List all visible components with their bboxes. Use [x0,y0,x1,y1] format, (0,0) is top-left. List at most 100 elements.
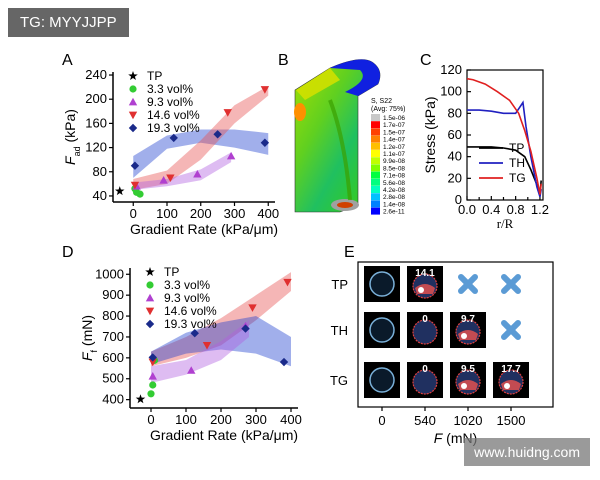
legend-label-0: TP [509,141,524,155]
col-label: 1500 [497,413,526,428]
x-tick-label: 100 [175,412,197,427]
source-badge: TG: MYYJJPP [8,8,129,37]
data-point-3 [248,304,257,312]
y-tick-label: 200 [85,91,107,106]
legend-marker-1 [146,281,154,289]
x-tick-label: 0.8 [507,202,525,217]
data-point-2 [193,169,202,178]
data-point-4 [190,328,199,338]
legend-value: 4.2e-08 [383,187,405,194]
confidence-band-2 [151,320,249,383]
y-tick-label: 1000 [95,266,124,281]
x-tick-label: 400 [280,412,302,427]
watermark-footer: www.huidng.com [464,438,590,466]
data-point-3 [148,358,157,367]
legend-value: 7.1e-08 [383,173,405,180]
fem-legend-title: S, S22 [371,98,392,105]
panel-letter-d: D [62,244,74,261]
y-tick-label: 900 [102,287,124,302]
data-point-4 [148,353,157,362]
y-tick-label: 120 [85,140,107,155]
legend-value: 5.6e-08 [383,180,405,187]
x-tick-label: 1.2 [531,202,549,217]
y-tick-label: 20 [448,170,462,185]
legend-value: 2.6e-11 [383,209,405,216]
y-tick-label: 80 [93,164,107,179]
legend-swatch [371,164,380,172]
legend-label-2: 9.3 vol% [147,95,193,109]
contact-ring [369,317,395,343]
legend-label-0: TP [164,265,179,279]
data-point-1 [147,390,155,398]
confidence-band-0 [133,129,269,178]
panel-letter-c: C [420,52,432,69]
x-tick-label: 200 [210,412,232,427]
legend-marker-4 [128,123,138,133]
plot-frame [466,69,544,201]
y-tick-label: 40 [93,188,107,203]
data-point-3 [166,174,175,183]
legend-value: 1.2e-07 [383,144,405,151]
data-point-0 [135,394,146,404]
x-tick-label: 100 [156,206,178,221]
confidence-band-1 [133,85,269,190]
col-label: 1020 [454,413,483,428]
legend-label-0: TP [147,69,162,83]
x-tick-label: 400 [257,206,279,221]
legend-label-2: 9.3 vol% [164,291,210,305]
cell-value: 9.7 [461,314,475,325]
legend-value: 1.1e-07 [383,151,405,158]
y-axis-label: Stress (kPa) [422,96,438,173]
y-tick-label: 40 [448,149,462,164]
legend-swatch [371,171,380,179]
data-point-3 [260,86,270,94]
cell-value: 9.5 [461,364,475,375]
data-point-0 [114,186,125,196]
y-tick-label: 0 [455,192,462,207]
data-point-4 [130,161,140,170]
data-point-1 [136,190,144,198]
x-tick-label: 300 [245,412,267,427]
legend-swatch [371,157,380,165]
data-point-2 [187,366,196,374]
y-tick-label: 700 [102,329,124,344]
y-tick-label: 500 [102,371,124,386]
legend-marker-2 [145,293,155,302]
cell-value: 17.7 [501,364,521,375]
chart-panel-c: 0 20 40 60 80 100 120 0.0 0.4 0.8 1.2 r/R Stress (kP… [422,62,549,231]
x-tick-label: 0.4 [482,202,500,217]
panel-letter-b: B [278,52,289,69]
data-point-4 [241,324,250,333]
legend-label-2: TG [509,171,526,185]
contact-patch [461,333,467,339]
legend-value: 1.5e-06 [383,115,405,122]
y-tick-label: 160 [85,115,107,130]
legend-value: 1.7e-07 [383,122,405,129]
chart-panel-a: 0 100 200 300 400 40 80 120 160 200 240 Gradient Ra… [62,67,279,237]
chart-panel-d: 0 100 200 300 400 400 500 600 700 800 900 1000 Gradi… [79,265,302,443]
legend-value: 2.8e-08 [383,194,405,201]
legend-value: 1.4e-07 [383,137,405,144]
legend-label-3: 14.6 vol% [147,108,200,122]
legend-value: 8.5e-08 [383,165,405,172]
grid-frame [357,261,554,408]
y-tick-label: 800 [102,308,124,323]
legend-swatch [371,178,380,186]
x-tick-label: 0 [130,206,137,221]
y-tick-label: 60 [448,127,462,142]
legend-marker-1 [129,85,137,93]
x-tick-label: 0.0 [458,202,476,217]
legend-label-1: TH [509,156,525,170]
legend-value: 1.4e-08 [383,201,405,208]
legend-value: 9.9e-08 [383,158,405,165]
data-point-2 [226,151,236,160]
y-tick-label: 240 [85,67,107,82]
row-label: TH [331,323,348,338]
failure-x-icon [501,320,521,340]
failure-x-icon [501,274,521,294]
legend-marker-3 [128,111,138,120]
legend-marker-2 [128,97,138,106]
legend-marker-0 [145,267,155,277]
legend-label-1: 3.3 vol% [147,82,193,96]
legend-marker-0 [128,71,138,81]
